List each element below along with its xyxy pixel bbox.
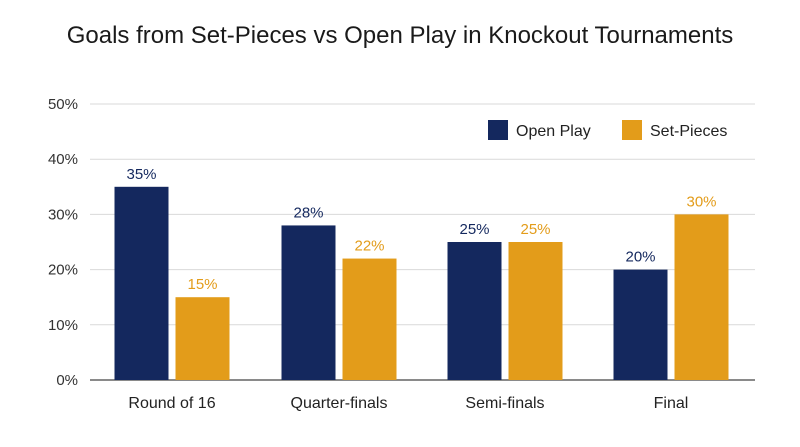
legend-label: Open Play	[516, 123, 591, 140]
y-tick-label: 10%	[48, 317, 78, 334]
bar-open-play	[114, 186, 169, 380]
y-tick-label: 40%	[48, 151, 78, 168]
bar-set-pieces	[674, 214, 729, 380]
bar-set-pieces	[175, 297, 230, 380]
category-label: Round of 16	[128, 395, 215, 412]
bar-open-play	[447, 242, 502, 380]
y-tick-label: 50%	[48, 96, 78, 113]
bar-set-pieces	[342, 258, 397, 380]
y-tick-label: 20%	[48, 262, 78, 279]
data-label: 25%	[459, 221, 489, 238]
bar-open-play	[281, 225, 336, 380]
y-tick-label: 30%	[48, 206, 78, 223]
chart-title: Goals from Set-Pieces vs Open Play in Kn…	[66, 22, 734, 49]
y-tick-label: 0%	[56, 372, 78, 389]
data-label: 28%	[293, 204, 323, 221]
legend-swatch	[488, 120, 508, 140]
data-label: 22%	[354, 238, 384, 255]
category-label: Quarter-finals	[291, 395, 388, 412]
legend-label: Set-Pieces	[650, 123, 727, 140]
data-label: 35%	[126, 166, 156, 183]
bar-set-pieces	[508, 242, 563, 380]
bar-open-play	[613, 269, 668, 380]
category-label: Final	[654, 395, 689, 412]
data-label: 15%	[187, 276, 217, 293]
legend-swatch	[622, 120, 642, 140]
data-label: 20%	[625, 249, 655, 266]
data-label: 25%	[520, 221, 550, 238]
data-label: 30%	[686, 193, 716, 210]
category-label: Semi-finals	[465, 395, 544, 412]
